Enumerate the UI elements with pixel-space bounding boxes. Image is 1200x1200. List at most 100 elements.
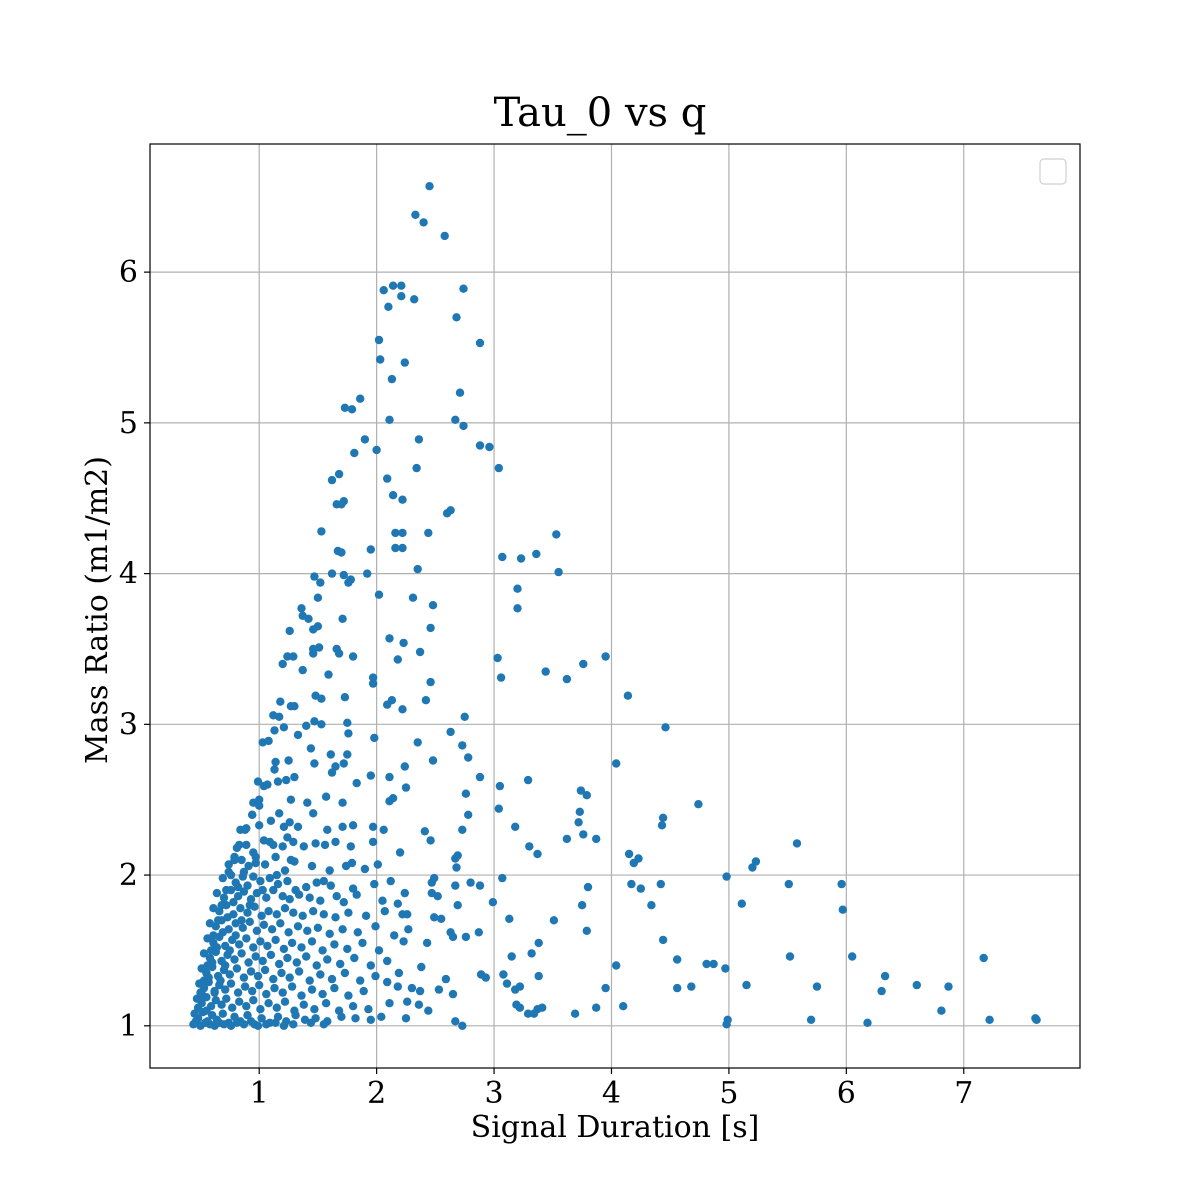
- data-point: [516, 554, 526, 563]
- data-point: [339, 759, 348, 768]
- data-point: [363, 569, 372, 578]
- data-point: [340, 693, 350, 702]
- data-point: [269, 885, 278, 895]
- data-point: [311, 839, 320, 848]
- data-point: [302, 721, 311, 730]
- data-point: [612, 961, 621, 970]
- data-point: [570, 1009, 580, 1018]
- data-point: [320, 840, 330, 850]
- data-point: [240, 982, 250, 991]
- data-point: [806, 1015, 816, 1024]
- data-point: [515, 1003, 525, 1012]
- data-point: [272, 910, 281, 919]
- data-point: [239, 867, 249, 877]
- data-point: [380, 907, 389, 916]
- data-point: [880, 971, 890, 981]
- data-point: [385, 999, 394, 1008]
- data-point: [368, 679, 378, 688]
- data-point: [316, 578, 325, 587]
- data-point: [316, 896, 325, 905]
- data-point: [458, 1021, 467, 1030]
- data-point: [249, 872, 258, 881]
- data-point: [269, 974, 278, 984]
- data-point: [290, 702, 299, 711]
- data-point: [285, 973, 294, 982]
- data-point: [574, 818, 583, 827]
- data-point: [624, 849, 634, 859]
- data-point: [374, 946, 384, 955]
- data-point: [248, 986, 257, 996]
- data-point: [420, 827, 429, 836]
- data-point: [317, 720, 326, 729]
- y-tick-label: 2: [119, 858, 138, 893]
- grid-lines: [150, 144, 1080, 1068]
- data-point: [368, 673, 378, 682]
- data-point: [199, 949, 209, 958]
- data-point: [612, 759, 621, 768]
- data-point: [330, 940, 339, 949]
- data-point: [400, 358, 409, 367]
- data-point: [426, 677, 435, 687]
- data-point: [495, 781, 505, 791]
- data-point: [442, 509, 452, 518]
- data-point: [343, 750, 352, 759]
- data-point: [452, 863, 461, 872]
- data-point: [275, 712, 284, 721]
- data-point: [229, 898, 238, 907]
- data-point: [279, 1021, 289, 1030]
- data-point: [326, 881, 335, 890]
- data-point: [582, 791, 591, 800]
- data-point: [283, 652, 292, 661]
- data-point: [218, 873, 227, 883]
- data-point: [344, 578, 353, 587]
- data-point: [384, 302, 393, 311]
- data-point: [233, 988, 243, 997]
- data-point: [325, 929, 334, 938]
- data-point: [310, 1005, 319, 1014]
- data-point: [219, 1020, 229, 1029]
- data-point: [455, 388, 465, 397]
- data-point: [979, 953, 988, 963]
- data-point: [723, 1015, 732, 1024]
- data-point: [256, 876, 265, 886]
- data-point: [331, 762, 340, 771]
- data-point: [287, 938, 297, 948]
- data-point: [331, 913, 340, 922]
- data-point: [275, 809, 284, 818]
- data-point: [458, 741, 467, 750]
- data-point: [350, 448, 359, 458]
- data-point: [313, 593, 323, 602]
- data-point: [383, 474, 392, 483]
- data-point: [348, 652, 358, 661]
- data-point: [256, 937, 265, 946]
- data-point: [226, 979, 236, 988]
- data-point: [647, 901, 656, 910]
- data-point: [737, 899, 746, 908]
- data-point: [264, 907, 273, 916]
- data-point: [368, 837, 378, 847]
- data-point: [424, 1006, 433, 1015]
- data-point: [218, 928, 227, 937]
- data-point: [619, 1002, 628, 1011]
- data-point: [350, 953, 359, 963]
- data-point: [337, 500, 346, 509]
- data-point: [393, 899, 402, 908]
- data-point: [458, 825, 467, 834]
- data-point: [592, 834, 601, 844]
- data-point: [673, 955, 682, 964]
- data-point: [552, 530, 561, 539]
- data-point: [347, 405, 357, 414]
- data-point: [306, 1018, 316, 1027]
- data-point: [601, 983, 610, 993]
- data-point: [289, 908, 298, 917]
- data-point: [376, 355, 385, 364]
- data-point: [332, 892, 341, 901]
- data-point: [358, 938, 367, 948]
- data-point: [1032, 1015, 1041, 1024]
- data-point: [792, 839, 802, 848]
- data-point: [408, 593, 418, 602]
- data-point: [466, 878, 475, 887]
- data-point: [340, 403, 350, 412]
- data-point: [249, 996, 258, 1005]
- data-point: [627, 879, 636, 889]
